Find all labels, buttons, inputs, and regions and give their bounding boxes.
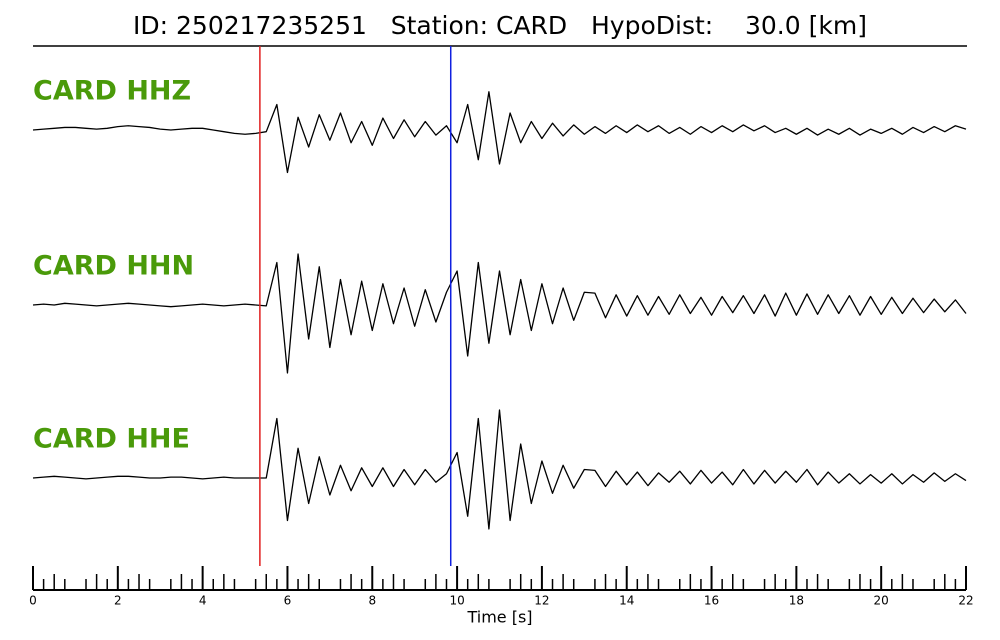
x-tick-label: 20 (874, 594, 889, 608)
x-tick-label: 18 (789, 594, 804, 608)
trace-label: CARD HHE (33, 424, 190, 455)
x-axis-label: Time [s] (466, 608, 532, 627)
x-tick-label: 4 (199, 594, 207, 608)
x-tick-label: 8 (368, 594, 376, 608)
x-tick-label: 0 (29, 594, 37, 608)
waveform (32, 409, 967, 530)
x-tick-label: 6 (284, 594, 292, 608)
x-tick-label: 14 (619, 594, 634, 608)
x-tick-label: 12 (534, 594, 549, 608)
x-tick-label: 22 (958, 594, 973, 608)
waveform (32, 91, 967, 174)
trace-label: CARD HHN (33, 251, 194, 282)
x-tick-label: 16 (704, 594, 719, 608)
waveform (32, 253, 967, 374)
chart-title: ID: 250217235251 Station: CARD HypoDist:… (133, 11, 867, 40)
x-tick-label: 10 (449, 594, 464, 608)
trace-label: CARD HHZ (33, 76, 191, 107)
x-tick-label: 2 (114, 594, 122, 608)
